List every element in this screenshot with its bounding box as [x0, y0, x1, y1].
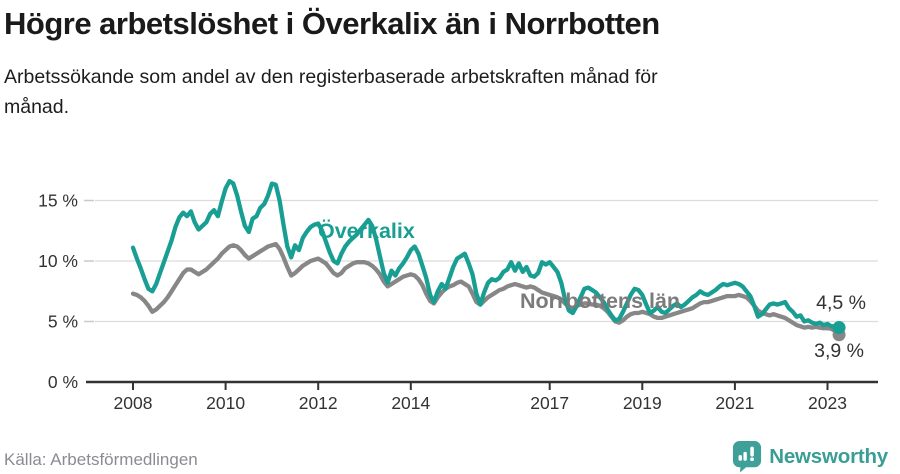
x-axis-label: 2017 — [530, 393, 569, 413]
y-axis-label: 10 % — [38, 251, 78, 271]
unemployment-line-chart: 0 % 5 % 10 % 15 % 2008 2010 2012 2014 2017 2019 20… — [38, 178, 878, 413]
chart-subtitle: Arbetssökande som andel av den registerb… — [4, 62, 884, 122]
y-axis-label: 15 % — [38, 191, 78, 211]
norrbotten-end-value: 3,9 % — [814, 340, 864, 362]
x-axis-label: 2010 — [206, 393, 245, 413]
norrbotten-series-label: Norrbottens län — [520, 289, 680, 313]
overkalix-line — [130, 178, 842, 330]
x-axis-label: 2012 — [299, 393, 338, 413]
chart-subtitle-line1: Arbetssökande som andel av den registerb… — [4, 66, 658, 88]
newsworthy-logo-text: Newsworthy — [769, 444, 888, 468]
source-note: Källa: Arbetsförmedlingen — [4, 450, 198, 469]
x-axis-label: 2023 — [808, 393, 847, 413]
x-axis-label: 2008 — [114, 393, 153, 413]
chart-title: Högre arbetslöshet i Överkalix än i Norr… — [4, 6, 660, 41]
x-axis-label: 2021 — [715, 393, 754, 413]
overkalix-end-dot — [832, 321, 846, 335]
overkalix-series-label: Överkalix — [318, 218, 415, 243]
y-axis-label: 0 % — [48, 372, 78, 392]
overkalix-end-value: 4,5 % — [816, 292, 866, 314]
norrbotten-line — [130, 241, 842, 337]
x-axis-label: 2014 — [391, 393, 430, 413]
y-axis-label: 5 % — [48, 312, 78, 332]
newsworthy-logo-icon — [733, 441, 762, 473]
chart-subtitle-line2: månad. — [4, 96, 70, 118]
newsworthy-logo: Newsworthy — [732, 440, 888, 473]
x-axis-label: 2019 — [623, 393, 662, 413]
